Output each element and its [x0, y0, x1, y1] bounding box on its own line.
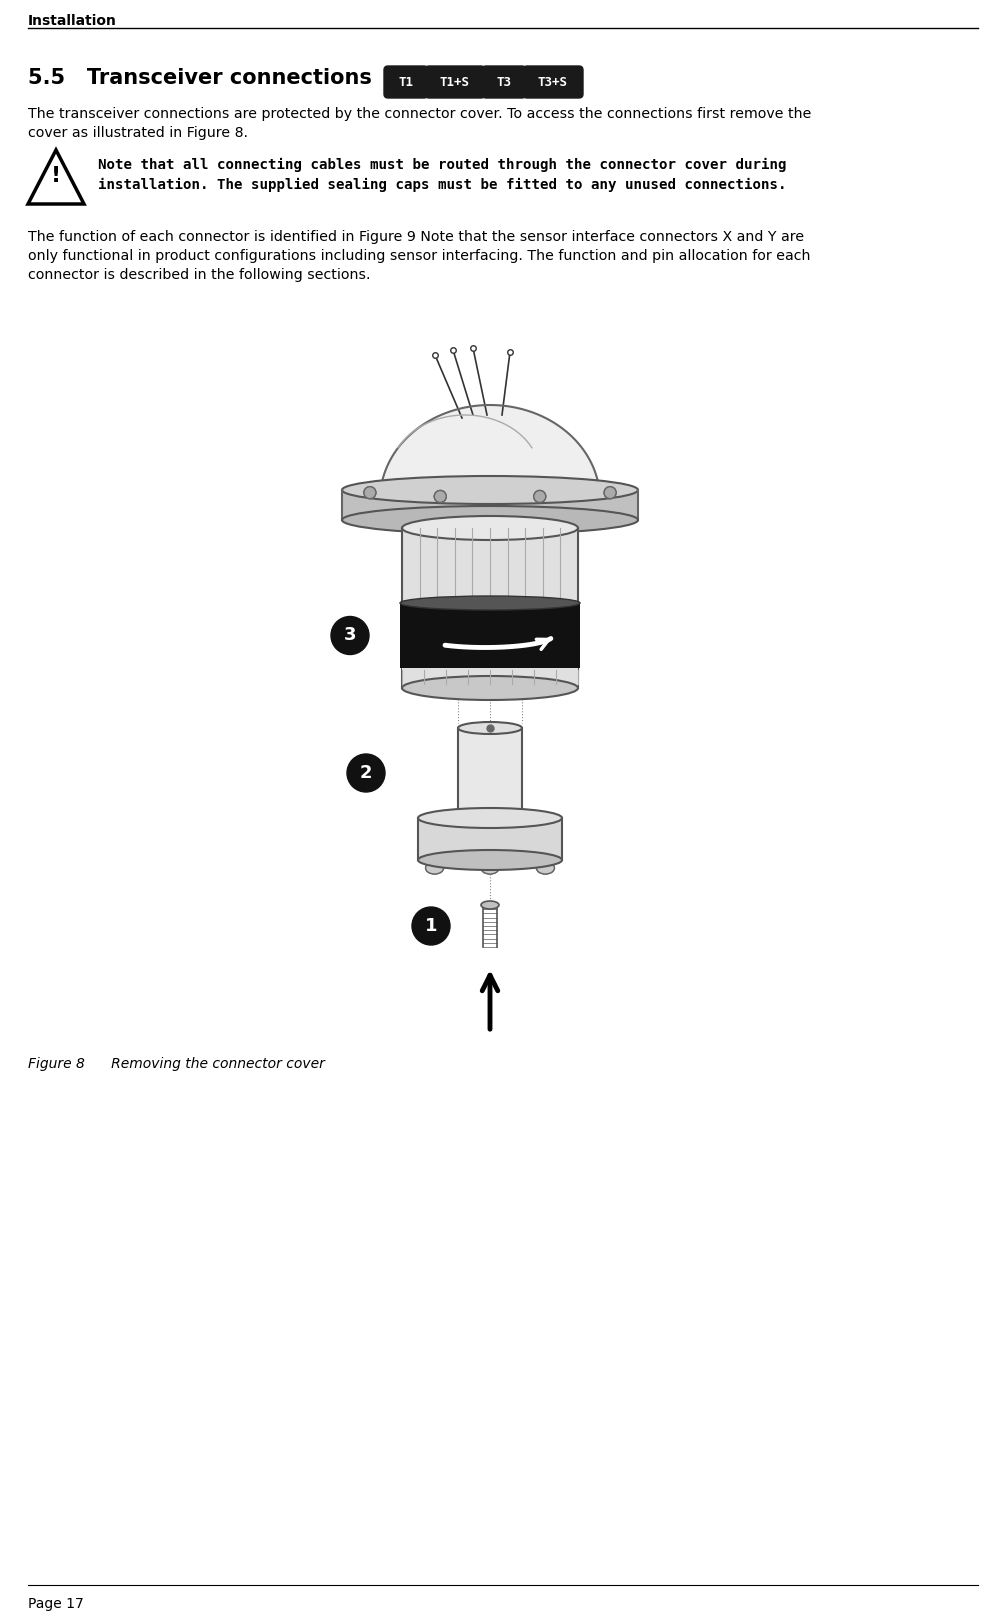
- Bar: [418, 818, 562, 860]
- Circle shape: [605, 486, 616, 499]
- Ellipse shape: [536, 861, 554, 874]
- Text: installation. The supplied sealing caps must be fitted to any unused connections: installation. The supplied sealing caps …: [98, 178, 787, 192]
- Text: T1: T1: [398, 76, 413, 89]
- Text: cover as illustrated in Figure 8.: cover as illustrated in Figure 8.: [28, 126, 248, 141]
- Text: Note that all connecting cables must be routed through the connector cover durin: Note that all connecting cables must be …: [98, 158, 787, 173]
- Text: Installation: Installation: [28, 15, 117, 27]
- Text: 5.5   Transceiver connections: 5.5 Transceiver connections: [28, 68, 372, 87]
- Ellipse shape: [481, 861, 499, 874]
- Ellipse shape: [426, 861, 444, 874]
- Ellipse shape: [418, 808, 562, 827]
- Circle shape: [534, 491, 545, 503]
- Bar: [400, 603, 580, 667]
- Circle shape: [534, 491, 545, 503]
- Ellipse shape: [536, 861, 554, 874]
- Ellipse shape: [418, 850, 562, 869]
- Text: T3: T3: [497, 76, 511, 89]
- Text: T3+S: T3+S: [538, 76, 568, 89]
- Text: T1+S: T1+S: [440, 76, 470, 89]
- Ellipse shape: [481, 861, 499, 874]
- Circle shape: [605, 486, 616, 499]
- Text: connector is described in the following sections.: connector is described in the following …: [28, 268, 370, 283]
- Text: 1: 1: [425, 916, 438, 936]
- Ellipse shape: [426, 861, 444, 874]
- Text: 2: 2: [360, 764, 372, 782]
- Bar: [458, 727, 522, 818]
- Text: !: !: [51, 166, 61, 186]
- Circle shape: [347, 755, 385, 792]
- Ellipse shape: [400, 596, 580, 609]
- Text: The transceiver connections are protected by the connector cover. To access the : The transceiver connections are protecte…: [28, 107, 812, 121]
- Bar: [402, 667, 578, 688]
- Text: only functional in product configurations including sensor interfacing. The func: only functional in product configuration…: [28, 249, 811, 263]
- Text: Page 17: Page 17: [28, 1597, 83, 1611]
- Ellipse shape: [342, 506, 638, 533]
- Ellipse shape: [342, 477, 638, 504]
- Ellipse shape: [402, 675, 578, 700]
- Text: 3: 3: [344, 627, 356, 645]
- Circle shape: [435, 491, 447, 503]
- Circle shape: [331, 616, 369, 654]
- FancyBboxPatch shape: [482, 66, 526, 99]
- FancyBboxPatch shape: [384, 66, 428, 99]
- Bar: [342, 490, 638, 520]
- Polygon shape: [380, 406, 600, 499]
- Circle shape: [364, 486, 376, 499]
- Ellipse shape: [402, 516, 578, 540]
- Ellipse shape: [481, 902, 499, 908]
- Text: Figure 8      Removing the connector cover: Figure 8 Removing the connector cover: [28, 1057, 325, 1071]
- Ellipse shape: [458, 722, 522, 734]
- Circle shape: [364, 486, 376, 499]
- Circle shape: [412, 907, 450, 945]
- Text: The function of each connector is identified in Figure 9 Note that the sensor in: The function of each connector is identi…: [28, 229, 804, 244]
- Polygon shape: [28, 150, 83, 204]
- Circle shape: [435, 491, 447, 503]
- Bar: [402, 528, 578, 688]
- FancyBboxPatch shape: [425, 66, 485, 99]
- FancyBboxPatch shape: [523, 66, 583, 99]
